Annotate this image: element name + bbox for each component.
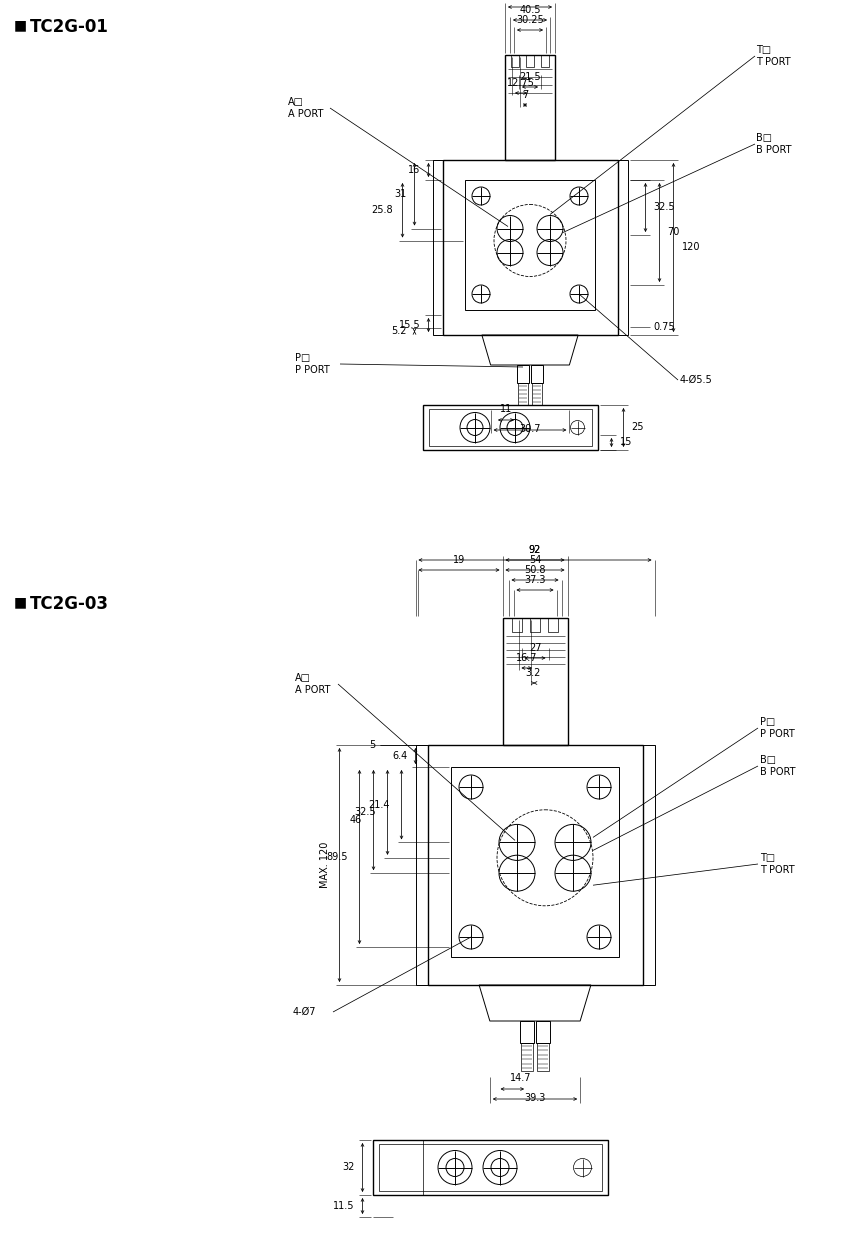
Text: 21.4: 21.4	[368, 800, 390, 810]
Bar	[531, 365, 543, 383]
Text: 11.5: 11.5	[333, 1201, 354, 1211]
Bar	[378, 1144, 602, 1191]
Text: 11: 11	[500, 404, 512, 414]
Text: 31: 31	[394, 189, 406, 199]
Text: A PORT: A PORT	[288, 109, 324, 119]
Text: 7: 7	[522, 89, 528, 101]
Text: B□: B□	[760, 755, 776, 765]
Text: 32.5: 32.5	[654, 202, 675, 212]
Text: 5: 5	[369, 740, 376, 750]
Bar	[511, 55, 519, 67]
Text: 92: 92	[529, 545, 541, 555]
Text: 37.3: 37.3	[524, 575, 546, 585]
Text: P PORT: P PORT	[295, 365, 330, 375]
Text: 16: 16	[408, 165, 420, 175]
Text: B PORT: B PORT	[760, 768, 795, 777]
Text: 39.3: 39.3	[524, 1093, 546, 1103]
Text: B□: B□	[756, 133, 772, 143]
Text: B PORT: B PORT	[756, 145, 792, 155]
Text: MAX. 120: MAX. 120	[319, 842, 330, 888]
Text: A PORT: A PORT	[295, 686, 331, 696]
Bar	[532, 383, 542, 405]
Bar	[518, 383, 528, 405]
Text: 19: 19	[453, 555, 465, 565]
Bar	[512, 619, 522, 632]
Text: ■: ■	[14, 595, 27, 609]
Text: 54: 54	[529, 555, 541, 565]
Text: 120: 120	[681, 242, 700, 252]
Text: 32.5: 32.5	[354, 807, 376, 817]
Text: 30.25: 30.25	[516, 15, 544, 25]
Bar	[372, 1140, 608, 1195]
Bar	[428, 745, 642, 985]
Text: A□: A□	[288, 97, 304, 107]
Bar	[537, 1043, 549, 1071]
Text: 46: 46	[349, 815, 361, 825]
Text: ■: ■	[14, 17, 27, 32]
Bar	[416, 745, 428, 985]
Bar	[423, 405, 597, 450]
Bar	[517, 365, 529, 383]
Text: A□: A□	[295, 673, 311, 683]
Text: T□: T□	[760, 853, 775, 863]
Text: 32: 32	[342, 1163, 354, 1172]
Text: P PORT: P PORT	[760, 729, 795, 739]
Text: 27: 27	[529, 643, 542, 653]
Text: 92: 92	[529, 545, 541, 555]
Bar	[530, 619, 540, 632]
Text: 4-Ø5.5: 4-Ø5.5	[680, 375, 713, 385]
Text: 54: 54	[523, 0, 536, 2]
Text: 6.4: 6.4	[392, 751, 407, 761]
Text: 14.7: 14.7	[510, 1073, 531, 1083]
Text: TC2G-01: TC2G-01	[30, 17, 108, 36]
Text: 15: 15	[620, 437, 632, 447]
Bar	[548, 619, 558, 632]
Bar	[505, 55, 555, 160]
Text: 3.2: 3.2	[525, 668, 541, 678]
Bar	[536, 1021, 550, 1043]
Text: 50.8: 50.8	[524, 565, 546, 575]
Bar	[451, 768, 619, 958]
Text: 4-Ø7: 4-Ø7	[293, 1007, 317, 1017]
Text: 30.7: 30.7	[519, 424, 541, 433]
Text: 0.75: 0.75	[654, 322, 675, 332]
Bar	[526, 55, 534, 67]
Bar	[642, 745, 654, 985]
Bar	[465, 180, 595, 310]
Text: 21.5: 21.5	[519, 72, 541, 82]
Bar	[429, 409, 591, 446]
Text: T PORT: T PORT	[756, 57, 791, 67]
Text: 25: 25	[632, 422, 644, 432]
Text: 40.5: 40.5	[519, 5, 541, 15]
Bar	[541, 55, 549, 67]
Bar	[432, 160, 443, 335]
Bar	[521, 1043, 533, 1071]
Text: P□: P□	[760, 717, 775, 727]
Text: 25.8: 25.8	[371, 205, 392, 215]
Text: T□: T□	[756, 45, 771, 55]
Text: 70: 70	[667, 227, 680, 237]
Text: 89.5: 89.5	[326, 852, 347, 862]
Text: 16.7: 16.7	[516, 653, 537, 663]
Bar	[443, 160, 617, 335]
Text: T PORT: T PORT	[760, 864, 794, 876]
Text: P□: P□	[295, 353, 310, 363]
Bar	[520, 1021, 534, 1043]
Bar	[617, 160, 628, 335]
Text: 12.75: 12.75	[507, 78, 535, 88]
Text: 15.5: 15.5	[399, 320, 420, 330]
Text: TC2G-03: TC2G-03	[30, 595, 109, 614]
Text: 5.2: 5.2	[391, 327, 406, 337]
Bar	[503, 619, 568, 745]
